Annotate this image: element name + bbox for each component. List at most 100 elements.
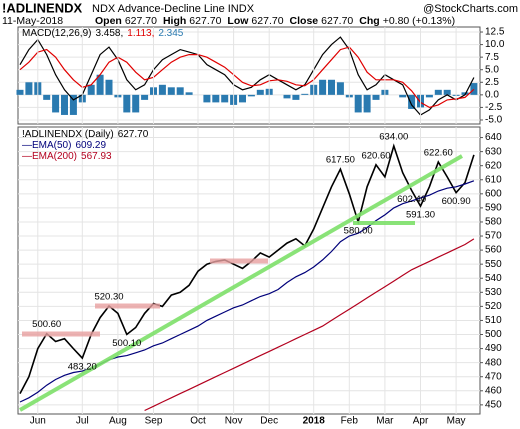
legend-name: !ADLINENDX (Daily) <box>22 129 114 140</box>
y-tick-label: 540 <box>485 273 502 284</box>
histogram-bar <box>221 94 229 103</box>
y-tick-label: 620 <box>485 160 502 171</box>
legend-entry: —EMA(50) 609.29 <box>22 140 106 151</box>
value-label: 620.60 <box>361 150 390 161</box>
field-label: High <box>163 15 186 27</box>
x-tick-label: 2018 <box>303 416 326 427</box>
histogram-bar <box>399 94 407 98</box>
legend-title: MACD(12,26,9) <box>22 28 91 39</box>
legend-value: 609.29 <box>75 140 106 151</box>
histogram-bar <box>283 94 291 99</box>
y-tick-label: 640 <box>485 132 502 143</box>
value-label: 500.10 <box>112 338 141 349</box>
y-tick-label: 460 <box>485 385 502 396</box>
y-tick-label: 510 <box>485 315 502 326</box>
x-tick-label: Apr <box>413 416 429 427</box>
value-label: 580.00 <box>344 225 373 236</box>
histogram-bar <box>256 89 264 95</box>
histogram-bar <box>443 89 451 95</box>
legend-value: 2.345 <box>158 28 183 39</box>
y-tick-label: 12.5 <box>485 27 505 38</box>
histogram-bar <box>336 82 344 95</box>
legend-name: EMA(50) <box>32 140 71 151</box>
histogram-bar <box>328 79 335 95</box>
exchange: INDX <box>228 3 255 15</box>
x-tick-label: May <box>447 416 466 427</box>
y-tick-label: 590 <box>485 203 502 214</box>
value-label: 622.60 <box>424 148 453 159</box>
histogram-bar <box>158 84 166 95</box>
x-tick-label: Nov <box>225 416 243 427</box>
histogram-bar <box>16 89 24 95</box>
value-label: 634.00 <box>379 132 408 143</box>
field-value: 627.70 <box>321 15 353 27</box>
field-label: Open <box>95 15 122 27</box>
y-tick-label: 0.0 <box>485 89 499 100</box>
y-tick-label: 490 <box>485 343 502 354</box>
quote-fields: Open 627.70 High 627.70 Low 627.70 Close 627.70… <box>95 15 455 27</box>
x-tick-label: Jun <box>30 416 46 427</box>
value-label: 617.50 <box>326 155 355 166</box>
legend-value: 3.458, <box>95 28 123 39</box>
labels: 12.510.0 7.55.0 2.50.0 -2.5 -5.0 MACD(12,26,9… <box>22 27 505 427</box>
y-tick-label: 450 <box>485 399 502 410</box>
histogram-bar <box>408 94 416 109</box>
series-line <box>19 46 475 109</box>
legend-value: 567.93 <box>81 151 112 162</box>
value-label: 602.40 <box>397 194 426 205</box>
legend-entry: !ADLINENDX (Daily) 627.70 <box>22 129 149 140</box>
field-label: Chg <box>359 15 379 27</box>
legend-value: 627.70 <box>118 129 149 140</box>
y-tick-label: 600 <box>485 188 502 199</box>
histogram-bar <box>239 94 246 103</box>
series-line <box>19 36 475 116</box>
histogram-bar <box>319 79 327 95</box>
x-tick-label: Feb <box>341 416 359 427</box>
field-label: Close <box>290 15 319 27</box>
series-line <box>19 143 475 394</box>
histogram-bar <box>301 93 309 95</box>
histogram-bar <box>185 92 193 95</box>
histogram-bar <box>96 74 104 95</box>
legend-dash: — <box>22 151 32 162</box>
value-label: 520.30 <box>94 291 123 302</box>
field-value: +0.80 (+0.13%) <box>383 15 455 27</box>
y-tick-label: 500 <box>485 329 502 340</box>
x-tick-label: Oct <box>190 416 206 427</box>
histogram-bar <box>61 94 68 115</box>
histogram-bar <box>363 94 371 113</box>
histogram-bar <box>105 79 113 95</box>
y-tick-label: -2.5 <box>485 102 503 113</box>
y-tick-label: 5.0 <box>485 64 499 75</box>
histogram-bar <box>203 94 211 103</box>
macd-frame <box>17 26 481 125</box>
name: NDX Advance-Decline Line <box>92 3 225 15</box>
histogram-bar <box>167 87 175 95</box>
legend-name: EMA(200) <box>32 151 77 162</box>
source: @StockCharts.com <box>423 3 518 15</box>
histogram-bar <box>141 94 149 100</box>
histogram-bar <box>470 83 478 95</box>
y-tick-label: 610 <box>485 174 502 185</box>
security-name: NDX Advance-Decline Line INDX <box>92 3 255 15</box>
y-tick-label: -5.0 <box>485 115 503 126</box>
y-tick-label: 580 <box>485 217 502 228</box>
x-tick-label: Sep <box>145 416 163 427</box>
histogram-bar <box>434 89 442 95</box>
x-tick-label: Aug <box>109 416 127 427</box>
histogram-bar <box>25 82 33 95</box>
histogram-bar <box>292 94 300 100</box>
trend-line <box>19 154 463 412</box>
field-value: 627.70 <box>189 15 221 27</box>
legend: MACD(12,26,9) 3.458, 1.113, 2.345 <box>22 28 184 39</box>
histogram-bar <box>425 94 433 98</box>
histogram-bar <box>87 84 95 95</box>
symbol: !ADLINENDX <box>2 0 82 15</box>
histogram-bar <box>132 94 140 113</box>
histogram-bar <box>176 87 184 95</box>
histogram-bar <box>354 94 362 113</box>
value-label: 500.60 <box>32 319 61 330</box>
date: 11-May-2018 <box>2 15 63 27</box>
